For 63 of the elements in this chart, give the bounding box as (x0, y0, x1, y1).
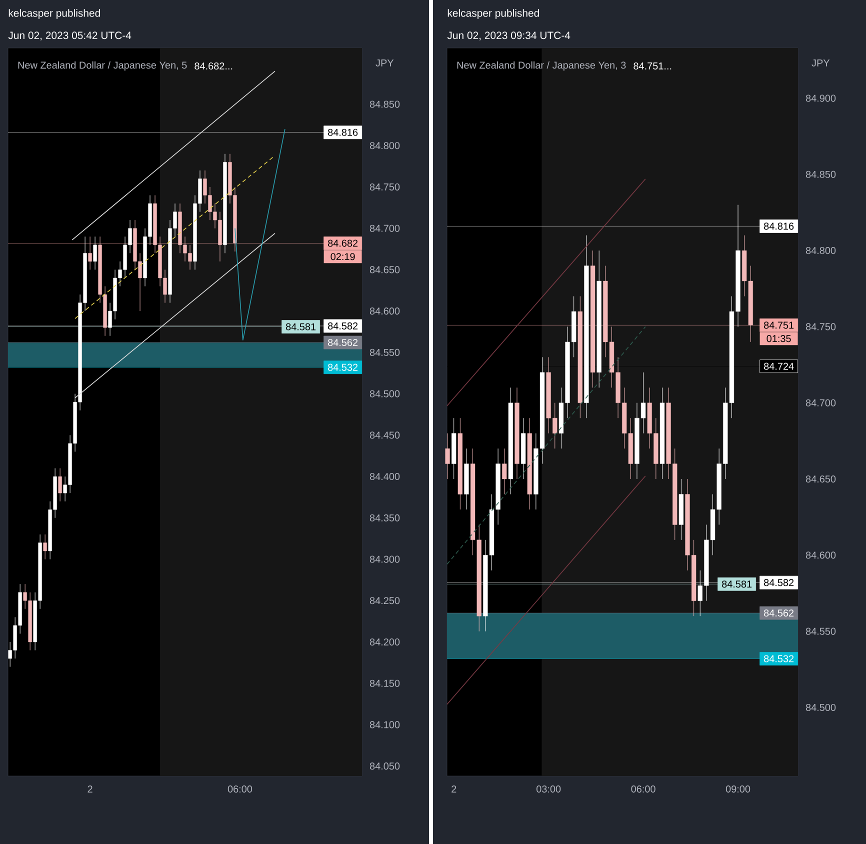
ref-line-label: 84.581 (286, 323, 316, 330)
annotation: 84.751... (634, 62, 672, 70)
chart-subtitle: Jun 02, 2023 09:34 UTC-4 (447, 32, 570, 40)
ref-line-label: 84.582 (328, 322, 358, 330)
y-tick-label: 84.700 (370, 224, 400, 232)
chart-title: kelcasper published (448, 9, 539, 19)
y-tick-label: 84.050 (370, 762, 400, 770)
x-tick-label: 06:00 (631, 786, 656, 793)
ref-line-label: 84.816 (328, 128, 358, 136)
ref-line-label: 84.751 (764, 322, 794, 329)
ref-line-label: 84.724 (764, 362, 794, 370)
ref-line-label: 84.562 (764, 610, 794, 617)
annotation: New Zealand Dollar / Japanese Yen, 5 (18, 61, 187, 71)
y-tick-label: 84.800 (370, 142, 400, 150)
y-tick-label: 84.450 (370, 432, 400, 439)
y-tick-label: 84.750 (806, 323, 836, 330)
ref-line-label: 84.532 (764, 655, 794, 662)
y-tick-label: 84.100 (370, 721, 400, 728)
y-axis-title: JPY (376, 60, 394, 66)
chart-title: kelcasper published (8, 9, 100, 19)
y-tick-label: 84.250 (370, 597, 400, 604)
candlestick (93, 236, 97, 270)
y-tick-label: 84.400 (370, 473, 400, 480)
y-tick-label: 84.600 (370, 308, 400, 315)
y-tick-label: 84.850 (370, 100, 400, 108)
y-tick-label: 84.500 (806, 704, 836, 711)
y-tick-label: 84.700 (806, 399, 836, 406)
x-tick-label: 2 (452, 786, 456, 792)
y-tick-label: 84.650 (370, 266, 400, 274)
y-tick-label: 84.550 (806, 628, 836, 635)
y-tick-label: 84.200 (370, 638, 400, 646)
ref-line-label: 84.816 (764, 222, 794, 230)
ref-line-label: 84.532 (328, 364, 358, 371)
y-tick-label: 84.900 (806, 94, 836, 102)
candlestick (43, 534, 47, 560)
annotation: New Zealand Dollar / Japanese Yen, 3 (457, 61, 626, 71)
candlestick (58, 468, 62, 502)
y-tick-label: 84.650 (806, 475, 836, 483)
x-tick-label: 2 (88, 786, 92, 792)
ref-line-label: 84.582 (764, 579, 794, 586)
y-tick-label: 84.300 (370, 556, 400, 563)
y-tick-label: 84.500 (370, 390, 400, 398)
x-tick-label: 09:00 (726, 786, 750, 793)
ref-line-label: 84.682 (328, 240, 358, 247)
chart-subtitle: Jun 02, 2023 05:42 UTC-4 (8, 32, 132, 40)
y-tick-label: 84.350 (370, 514, 400, 522)
y-tick-label: 84.600 (806, 552, 836, 559)
ref-line-label: 84.581 (722, 580, 752, 588)
x-tick-label: 03:00 (536, 786, 561, 793)
annotation: 02:19 (330, 253, 355, 260)
annotation: 84.682... (194, 62, 232, 70)
y-tick-label: 84.800 (806, 247, 836, 254)
candlestick (502, 448, 507, 494)
candlestick (88, 236, 92, 270)
annotation: 01:35 (766, 335, 791, 342)
y-tick-label: 84.750 (370, 183, 400, 190)
ref-line-label: 84.562 (328, 338, 358, 346)
y-tick-label: 84.550 (370, 348, 400, 356)
candlestick (445, 433, 450, 480)
y-tick-label: 84.850 (806, 170, 836, 178)
x-tick-label: 06:00 (228, 786, 252, 793)
y-tick-label: 84.150 (370, 680, 400, 687)
y-axis-title: JPY (812, 60, 830, 66)
